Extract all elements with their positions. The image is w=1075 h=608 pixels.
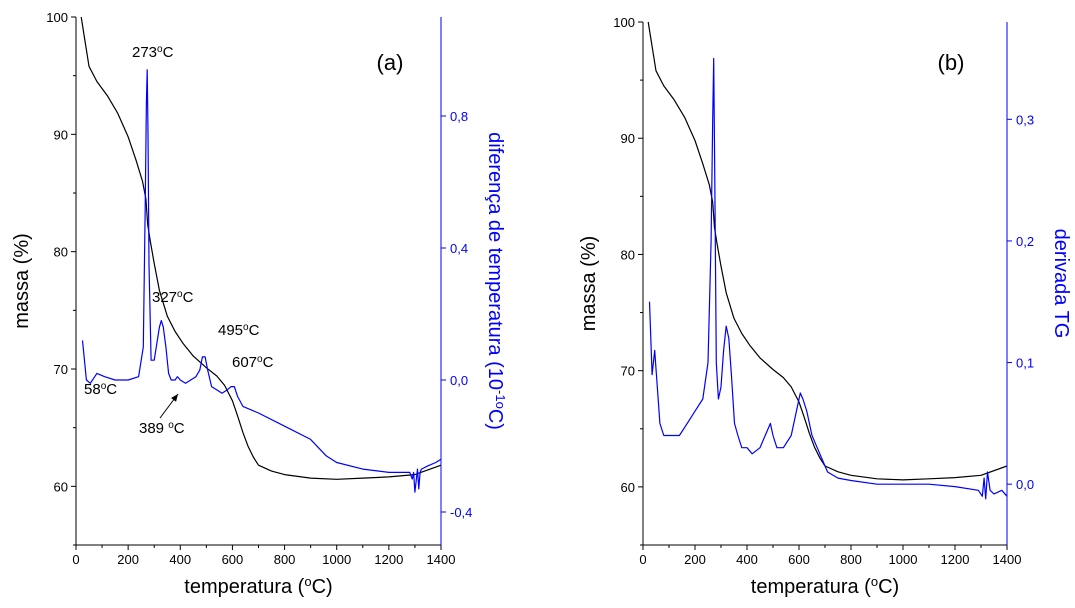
panel-label: (b): [938, 50, 965, 75]
annotation-label: 273oC: [132, 44, 174, 62]
x-tick-label: 800: [274, 552, 296, 567]
y-left-tick-label: 80: [54, 245, 68, 260]
y-right-tick-label: 0,8: [450, 109, 468, 124]
x-tick-label: 1400: [993, 552, 1022, 567]
series-line-right: [81, 69, 442, 493]
y-left-tick-label: 90: [54, 127, 68, 142]
panel-a: 0 200 400 600 800 1000 1200 1400 60 70 80 90 100 -0,4…: [11, 10, 509, 598]
y-left-tick-label: 60: [54, 479, 68, 494]
x-tick-label: 600: [788, 552, 810, 567]
annotation-label: 495oC: [218, 322, 260, 340]
annotation-label: 58oC: [84, 381, 117, 399]
x-tick-label: 1000: [889, 552, 918, 567]
y-right-tick-label: 0,4: [450, 241, 468, 256]
y-left-tick-label: 70: [54, 362, 68, 377]
panel-label: (a): [377, 50, 404, 75]
series-line-left: [80, 16, 442, 480]
x-tick-label: 1000: [322, 552, 351, 567]
annotation-label: 607oC: [232, 354, 274, 372]
arrow-head: [171, 394, 178, 402]
y-left-tick-label: 70: [621, 364, 635, 379]
panel-b: 0 200 400 600 800 1000 1200 1400 60 70 80 90 100 0,0 0…: [578, 15, 1072, 598]
x-tick-label: 600: [222, 552, 244, 567]
y-right-tick-label: 0,1: [1016, 356, 1034, 371]
x-tick-label: 1400: [427, 552, 456, 567]
y-right-tick-label: 0,0: [450, 373, 468, 388]
series-line-right: [648, 57, 1008, 500]
x-tick-label: 200: [684, 552, 706, 567]
y-right-tick-label: -0,4: [450, 505, 472, 520]
annotation-label: 327oC: [152, 289, 194, 307]
x-tick-label: 1200: [941, 552, 970, 567]
y-left-tick-label: 80: [621, 247, 635, 262]
y-left-axis-label: massa (%): [578, 236, 600, 332]
y-right-axis-label: derivada TG: [1050, 229, 1072, 339]
y-right-tick-label: 0,0: [1016, 477, 1034, 492]
x-tick-label: 0: [639, 552, 646, 567]
y-left-tick-label: 90: [621, 131, 635, 146]
x-axis-label: temperatura (oC): [184, 574, 332, 599]
y-right-tick-label: 0,3: [1016, 112, 1034, 127]
x-tick-label: 0: [72, 552, 79, 567]
y-left-tick-label: 60: [621, 480, 635, 495]
y-left-tick-label: 100: [613, 15, 635, 30]
x-tick-label: 400: [736, 552, 758, 567]
x-tick-label: 800: [840, 552, 862, 567]
y-left-axis-label: massa (%): [11, 233, 33, 329]
y-right-axis-label: diferença de temperatura (10-1oC): [484, 132, 509, 430]
x-tick-label: 400: [169, 552, 191, 567]
x-axis-label: temperatura (oC): [751, 574, 899, 599]
y-right-tick-label: 0,2: [1016, 234, 1034, 249]
series-line-left: [647, 21, 1008, 481]
x-tick-label: 1200: [374, 552, 403, 567]
y-left-tick-label: 100: [46, 10, 68, 25]
x-tick-label: 200: [117, 552, 139, 567]
annotation-label: 389 oC: [139, 420, 185, 438]
